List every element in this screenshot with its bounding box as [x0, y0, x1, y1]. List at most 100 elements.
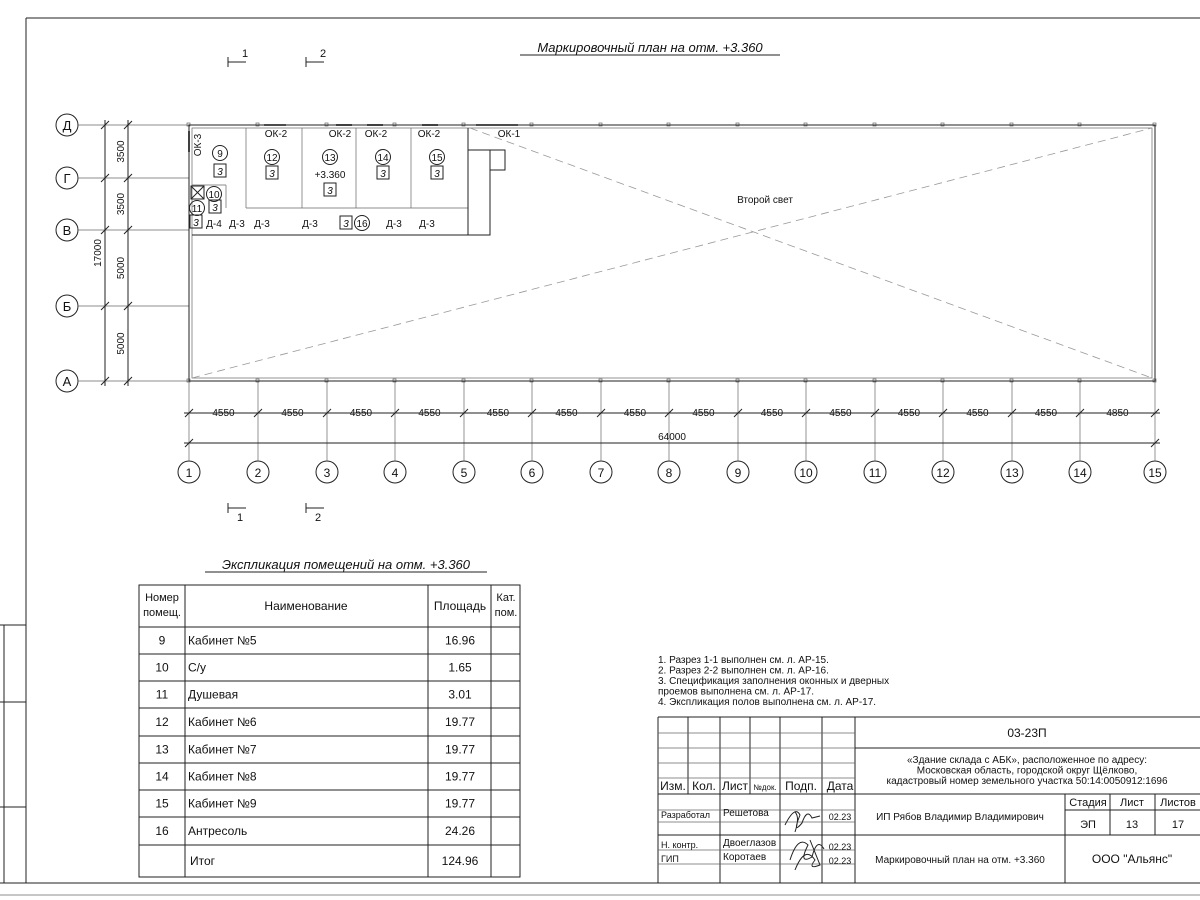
row-number: 16 — [155, 824, 169, 838]
room-category: 3 — [327, 186, 333, 197]
section-label: 1 — [242, 48, 248, 60]
sanitary-fixture-icon — [190, 185, 205, 200]
row-name: Кабинет №8 — [188, 770, 257, 784]
row-number: 10 — [155, 661, 169, 675]
dimension-label: 3500 — [116, 192, 127, 215]
sheets-header: Листов — [1160, 797, 1196, 809]
room-category-box — [339, 215, 353, 230]
row-area: 19.77 — [445, 715, 475, 729]
company-name: ООО "Альянс" — [1092, 852, 1172, 866]
elevation-label: +3.360 — [315, 170, 346, 181]
signer-role: Н. контр. — [661, 840, 698, 850]
sheet-header: Лист — [1120, 797, 1144, 809]
axis-label-column: 3 — [324, 466, 331, 480]
room-number-bubble — [212, 145, 228, 161]
door-mark: Д-3 — [302, 219, 318, 230]
signer-date: 02.23 — [829, 856, 852, 866]
header-number: помещ. — [143, 607, 181, 619]
room-number-bubble — [206, 186, 222, 202]
column-header: Лист — [722, 779, 749, 793]
room-number: 11 — [192, 204, 203, 215]
room-number-bubble — [354, 215, 370, 231]
column-header: Кол. — [692, 779, 716, 793]
room-category: 3 — [343, 219, 349, 230]
axis-label-column: 9 — [735, 466, 742, 480]
row-area: 24.26 — [445, 824, 475, 838]
axis-label-column: 8 — [666, 466, 673, 480]
header-number: Номер — [145, 592, 179, 604]
axis-label-row: Б — [63, 299, 72, 314]
room-number: 16 — [356, 219, 368, 230]
window-mark: ОК-2 — [418, 129, 441, 140]
room-category-box — [430, 165, 444, 180]
note-line: 1. Разрез 1-1 выполнен см. л. АР-15. — [658, 655, 829, 666]
explication-table: Номер помещ. Кат. пом. Наименование Площадь 9 К… — [138, 584, 521, 878]
row-number: 12 — [155, 715, 169, 729]
section-label: 2 — [320, 48, 326, 60]
axis-label-column: 7 — [598, 466, 605, 480]
dimension-label: 5000 — [116, 256, 127, 279]
row-name: С/у — [188, 661, 206, 675]
window-mark: ОК-2 — [265, 129, 288, 140]
row-area: 19.77 — [445, 743, 475, 757]
room-category: 3 — [269, 169, 275, 180]
axis-label-column: 14 — [1073, 466, 1087, 480]
signer-role: Разработал — [661, 810, 710, 820]
object-description: «Здание склада с АБК», расположенное по … — [907, 755, 1147, 766]
total-value: 124.96 — [442, 854, 479, 868]
row-number: 9 — [159, 634, 166, 648]
axis-label-column: 12 — [936, 466, 950, 480]
section-label: 1 — [237, 512, 243, 524]
door-mark: Д-3 — [419, 219, 435, 230]
stair — [467, 149, 506, 236]
note-line: проемов выполнена см. л. АР-17. — [658, 687, 814, 698]
title-block: Изм. Кол. Лист №док. Подп. Дата Разработал Реше… — [657, 716, 1200, 883]
row-number: 11 — [156, 688, 169, 702]
axis-label-column: 11 — [869, 466, 882, 480]
room-number: 13 — [324, 153, 336, 164]
header-category: Кат. — [496, 592, 515, 604]
dimension-total-label: 64000 — [658, 432, 686, 443]
room-number-bubble — [322, 149, 338, 165]
axis-label-column: 2 — [255, 466, 262, 480]
axis-label-column: 5 — [461, 466, 468, 480]
row-number: 15 — [155, 797, 169, 811]
double-height-diagonal — [191, 127, 1153, 379]
room-number: 9 — [217, 149, 223, 160]
row-area: 19.77 — [445, 797, 475, 811]
room-category: 3 — [193, 218, 199, 229]
project-code: 03-23П — [1007, 726, 1046, 740]
plan-labels: 9 3 12 3 13 +3.360 3 14 3 15 3 10 3 11 3 16 3 ОК-2 ОК-2 ОК-… — [189, 129, 521, 231]
room-category: 3 — [434, 169, 440, 180]
room-number: 10 — [208, 190, 220, 201]
axis-label-column: 1 — [186, 466, 193, 480]
stage-header: Стадия — [1069, 797, 1107, 809]
row-name: Антресоль — [188, 824, 247, 838]
header-category: пом. — [495, 607, 518, 619]
room-category-box — [323, 182, 337, 197]
note-line: 3. Спецификация заполнения оконных и две… — [658, 675, 889, 687]
sheet-value: 13 — [1126, 819, 1138, 831]
explication-title: Экспликация помещений на отм. +3.360 — [222, 557, 471, 572]
row-name: Кабинет №5 — [188, 634, 257, 648]
dimension-label: 5000 — [116, 332, 127, 355]
row-area: 1.65 — [448, 661, 472, 675]
table-border — [138, 584, 521, 878]
room-category-box — [189, 214, 203, 229]
window-mark: ОК-1 — [498, 129, 521, 140]
room-category: 3 — [380, 169, 386, 180]
object-description: Московская область, городской округ Щёлк… — [917, 765, 1138, 777]
sheets-value: 17 — [1172, 819, 1184, 831]
room-category-box — [265, 165, 279, 180]
room-category: 3 — [217, 167, 223, 178]
row-number: 14 — [155, 770, 169, 784]
row-area: 19.77 — [445, 770, 475, 784]
row-area: 16.96 — [445, 634, 475, 648]
note-line: 2. Разрез 2-2 выполнен см. л. АР-16. — [658, 666, 829, 677]
header-name: Наименование — [264, 599, 348, 613]
room-number: 14 — [377, 153, 389, 164]
row-name: Кабинет №6 — [188, 715, 257, 729]
room-category: 3 — [212, 203, 218, 214]
note-line: 4. Экспликация полов выполнена см. л. АР… — [658, 697, 876, 708]
room-number-bubble — [429, 149, 445, 165]
